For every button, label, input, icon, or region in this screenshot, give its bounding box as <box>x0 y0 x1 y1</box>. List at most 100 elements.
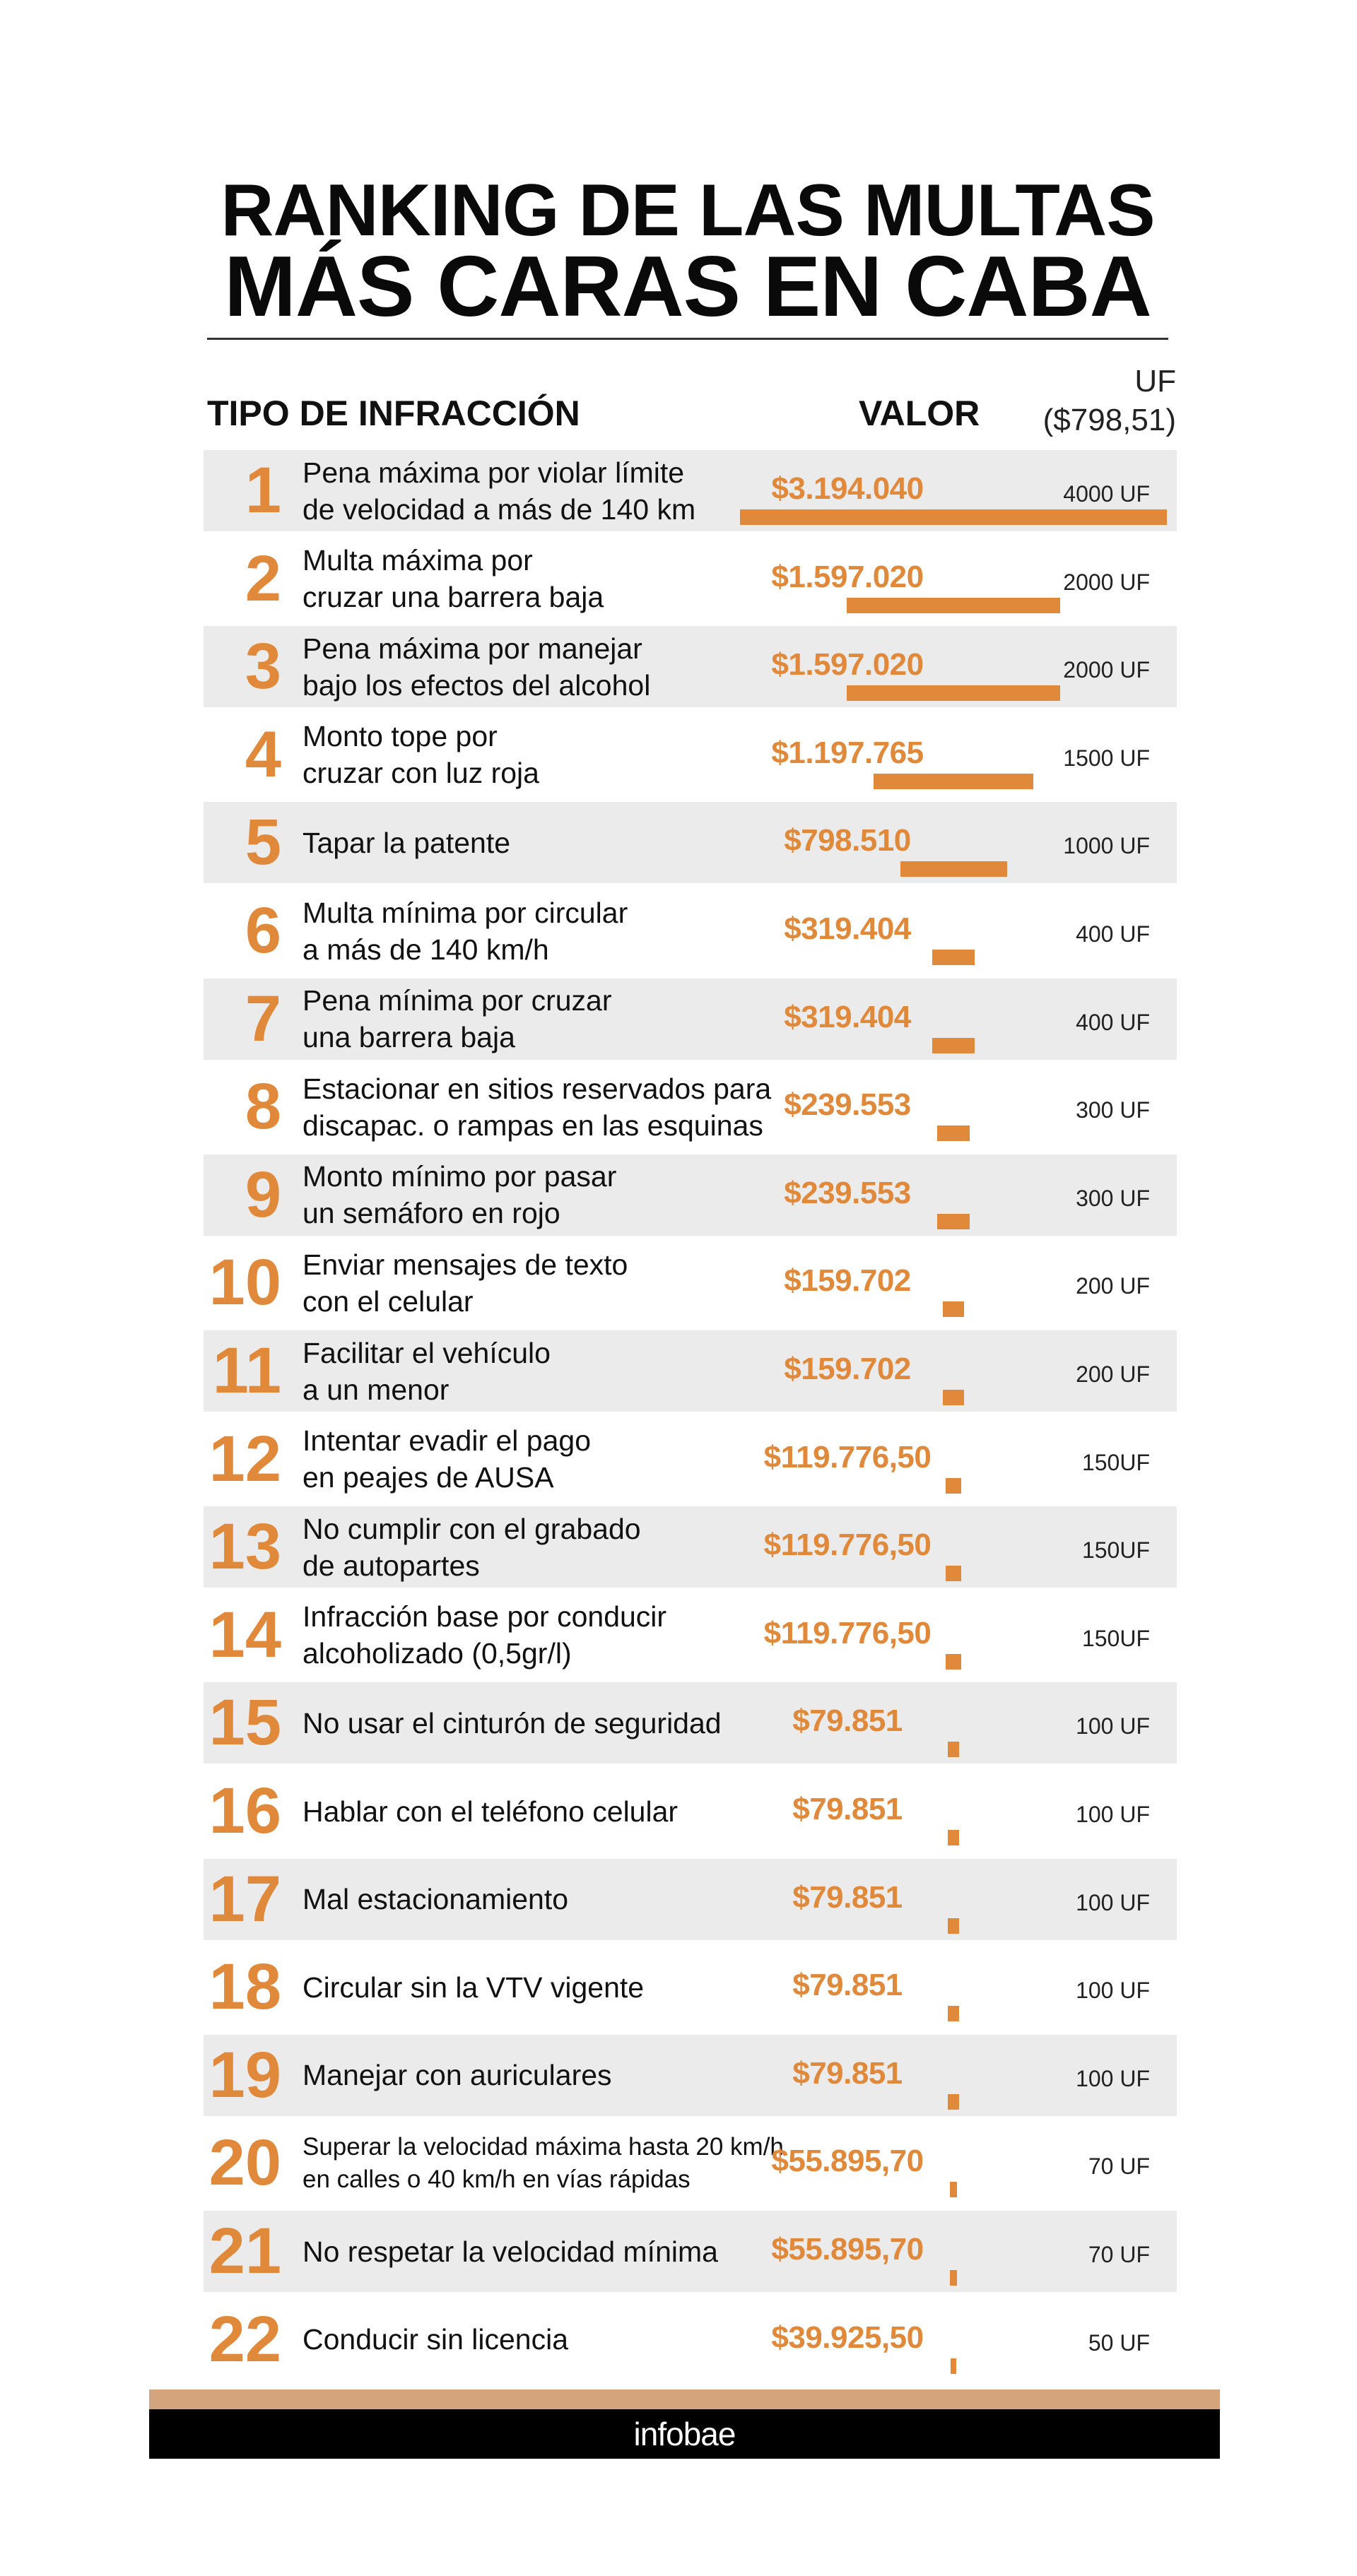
value-bar <box>932 1037 975 1053</box>
description-line: alcoholizado (0,5gr/l) <box>302 1637 572 1670</box>
fine-value: $119.776,50 <box>763 1615 932 1650</box>
infraction-description: Tapar la patente <box>302 802 510 883</box>
value-bar <box>873 773 1034 789</box>
table-row: 5 Tapar la patente $798.510 1000 UF <box>204 802 1177 884</box>
fine-value: $79.851 <box>792 1879 903 1915</box>
infraction-description: Infracción base por conducir alcoholizado… <box>302 1595 666 1676</box>
value-bar <box>945 1566 962 1582</box>
value-bar <box>942 1301 965 1318</box>
fine-value: $55.895,70 <box>771 2232 924 2267</box>
table-row: 17 Mal estacionamiento $79.851 100 UF <box>204 1858 1177 1940</box>
description-line: Mal estacionamiento <box>302 1883 569 1916</box>
uf-amount: 150UF <box>1081 1625 1150 1651</box>
infraction-description: Multa máxima por cruzar una barrera baja <box>302 538 604 620</box>
rank-number: 17 <box>208 1862 281 1935</box>
description-line: No usar el cinturón de seguridad <box>302 1706 722 1739</box>
uf-amount: 4000 UF <box>1063 481 1150 507</box>
header-uf-rate: ($798,51) <box>1042 403 1176 437</box>
value-bar <box>949 2182 958 2198</box>
table-row: 21 No respetar la velocidad mínima $55.895… <box>204 2211 1177 2292</box>
infraction-description: Manejar con auriculares <box>302 2035 612 2116</box>
uf-amount: 300 UF <box>1076 1185 1150 1211</box>
uf-amount: 200 UF <box>1076 1273 1150 1299</box>
description-line: Multa mínima por circular <box>302 896 628 929</box>
rank-number: 21 <box>208 2215 281 2287</box>
infraction-description: Multa mínima por circular a más de 140 km… <box>302 890 628 971</box>
uf-amount: 70 UF <box>1088 2242 1150 2267</box>
description-line: No respetar la velocidad mínima <box>302 2235 718 2268</box>
uf-amount: 100 UF <box>1076 1978 1150 2004</box>
fine-value: $119.776,50 <box>763 1439 932 1475</box>
description-line: Conducir sin licencia <box>302 2323 569 2356</box>
description-line: de autopartes <box>302 1549 480 1582</box>
header-tipo: TIPO DE INFRACCIÓN <box>207 394 580 433</box>
rank-number: 1 <box>245 454 281 526</box>
fine-value: $79.851 <box>792 1703 903 1739</box>
rank-number: 16 <box>208 1775 281 1847</box>
description-line: Manejar con auriculares <box>302 2059 612 2092</box>
fine-value: $79.851 <box>792 1792 903 1826</box>
fine-value: $159.702 <box>784 1263 911 1299</box>
description-line: Tapar la patente <box>302 826 511 859</box>
rank-number: 2 <box>245 542 281 615</box>
fine-value: $319.404 <box>784 999 911 1034</box>
table-row: 15 No usar el cinturón de seguridad $79.85… <box>204 1682 1177 1764</box>
description-line: cruzar con luz roja <box>302 757 539 790</box>
header-valor: VALOR <box>859 394 980 433</box>
table-row: 22 Conducir sin licencia $39.925,50 50 UF <box>204 2299 1177 2380</box>
title-line-2: MÁS CARAS EN CABA <box>224 238 1151 334</box>
title-divider <box>207 338 1168 340</box>
uf-amount: 2000 UF <box>1063 657 1150 683</box>
rank-number: 4 <box>245 718 281 791</box>
rank-number: 9 <box>245 1158 281 1231</box>
footer-accent-bar <box>149 2389 1220 2409</box>
uf-amount: 400 UF <box>1076 1009 1150 1035</box>
uf-amount: 1500 UF <box>1063 745 1150 771</box>
fine-value: $39.925,50 <box>771 2320 924 2355</box>
table-row: 11 Facilitar el vehículo a un menor $159.70… <box>204 1330 1177 1412</box>
table-row: 20 Superar la velocidad máxima hasta 20 k… <box>204 2122 1177 2204</box>
uf-amount: 200 UF <box>1076 1361 1150 1387</box>
infraction-description: Hablar con el teléfono celular <box>302 1771 678 1852</box>
description-line: Monto mínimo por pasar <box>302 1160 617 1193</box>
fine-value: $239.553 <box>784 1175 911 1210</box>
infraction-description: No respetar la velocidad mínima <box>302 2211 718 2292</box>
description-line: No cumplir con el grabado <box>302 1512 641 1545</box>
rank-number: 12 <box>208 1422 281 1495</box>
description-line: Monto tope por <box>302 720 498 753</box>
infraction-description: Monto mínimo por pasar un semáforo en roj… <box>302 1154 616 1236</box>
uf-amount: 300 UF <box>1076 1097 1150 1123</box>
table-row: 3 Pena máxima por manejar bajo los efectos… <box>204 626 1177 708</box>
uf-amount: 150UF <box>1081 1449 1150 1475</box>
description-line: Pena mínima por cruzar <box>302 984 612 1017</box>
fine-value: $79.851 <box>792 2055 903 2091</box>
table-row: 6 Multa mínima por circular a más de 140 k… <box>204 890 1177 971</box>
table-row: 18 Circular sin la VTV vigente $79.851 100 … <box>204 1946 1177 2028</box>
rank-number: 5 <box>245 806 281 879</box>
rank-number: 6 <box>245 894 281 967</box>
rank-number: 8 <box>245 1070 281 1143</box>
fine-value: $798.510 <box>784 823 911 858</box>
description-line: a un menor <box>302 1373 450 1406</box>
table-row: 13 No cumplir con el grabado de autopartes… <box>204 1506 1177 1588</box>
description-line: discapac. o rampas en las esquinas <box>302 1109 763 1142</box>
table-row: 7 Pena mínima por cruzar una barrera baja $… <box>204 978 1177 1060</box>
infraction-description: Mal estacionamiento <box>302 1859 568 1940</box>
value-bar <box>949 2270 958 2286</box>
table-row: 9 Monto mínimo por pasar un semáforo en ro… <box>204 1154 1177 1236</box>
value-bar <box>948 1830 959 1845</box>
value-bar <box>932 950 975 965</box>
description-line: Pena máxima por manejar <box>302 632 642 665</box>
value-bar <box>948 1742 959 1758</box>
description-line: Circular sin la VTV vigente <box>302 1971 645 2004</box>
uf-amount: 2000 UF <box>1063 569 1150 595</box>
infraction-description: Enviar mensajes de texto con el celular <box>302 1242 628 1323</box>
fine-value: $239.553 <box>784 1087 911 1123</box>
uf-amount: 100 UF <box>1076 1713 1150 1739</box>
rank-number: 3 <box>245 630 281 703</box>
rank-number: 7 <box>245 982 281 1055</box>
fine-value: $79.851 <box>792 1968 903 2003</box>
infraction-description: Conducir sin licencia <box>302 2299 568 2380</box>
uf-amount: 50 UF <box>1088 2329 1150 2356</box>
infraction-description: Pena mínima por cruzar una barrera baja <box>302 979 612 1060</box>
